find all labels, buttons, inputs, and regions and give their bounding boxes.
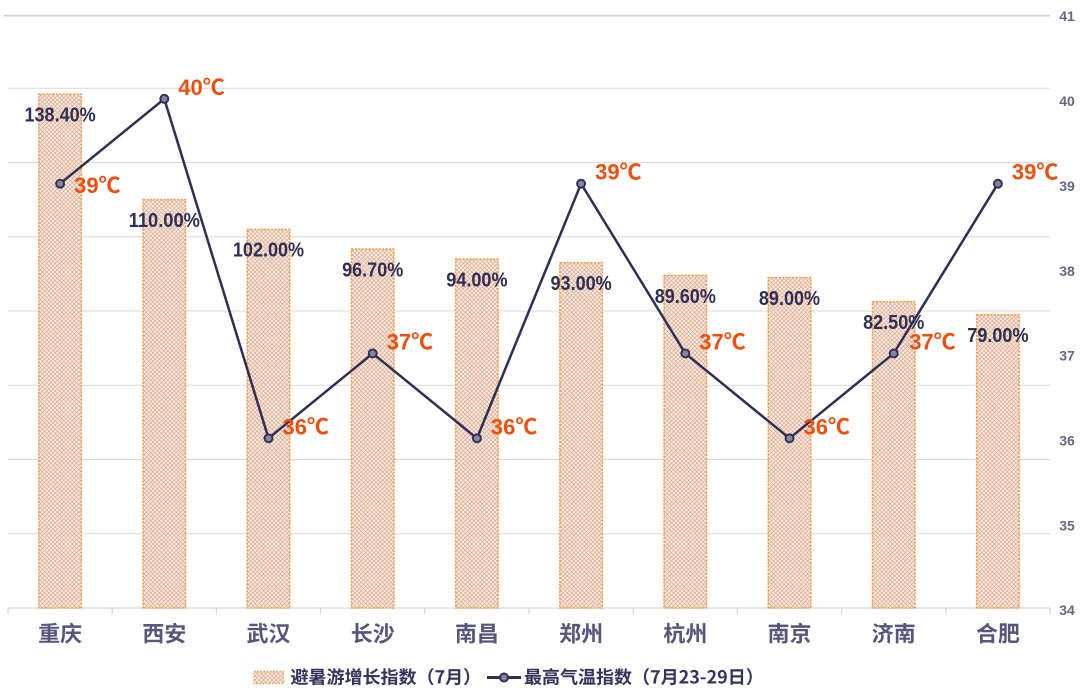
svg-text:37: 37 (909, 329, 933, 354)
svg-text:36: 36 (491, 414, 515, 439)
svg-text:96.70%: 96.70% (342, 259, 403, 281)
svg-text:94.00%: 94.00% (446, 269, 507, 291)
svg-text:37: 37 (699, 329, 723, 354)
svg-text:89.00%: 89.00% (759, 288, 820, 310)
svg-text:110.00%: 110.00% (129, 210, 200, 232)
svg-text:36: 36 (283, 414, 307, 439)
svg-text:38: 38 (1059, 263, 1075, 279)
svg-text:89.60%: 89.60% (655, 286, 716, 308)
svg-text:36: 36 (804, 414, 828, 439)
svg-text:35: 35 (1059, 517, 1075, 533)
svg-text:39: 39 (74, 173, 98, 198)
svg-text:79.00%: 79.00% (967, 325, 1028, 347)
svg-text:40: 40 (178, 75, 202, 100)
svg-text:34: 34 (1059, 602, 1075, 618)
svg-text:39: 39 (595, 160, 619, 185)
svg-text:93.00%: 93.00% (551, 273, 612, 295)
svg-text:36: 36 (1059, 432, 1075, 448)
svg-text:37: 37 (387, 329, 411, 354)
svg-text:39: 39 (1012, 160, 1036, 185)
svg-text:39: 39 (1059, 178, 1075, 194)
svg-text:102.00%: 102.00% (233, 240, 304, 262)
svg-text:41: 41 (1059, 8, 1075, 24)
svg-text:37: 37 (1059, 348, 1075, 364)
svg-text:40: 40 (1059, 93, 1075, 109)
svg-text:138.40%: 138.40% (25, 105, 96, 127)
